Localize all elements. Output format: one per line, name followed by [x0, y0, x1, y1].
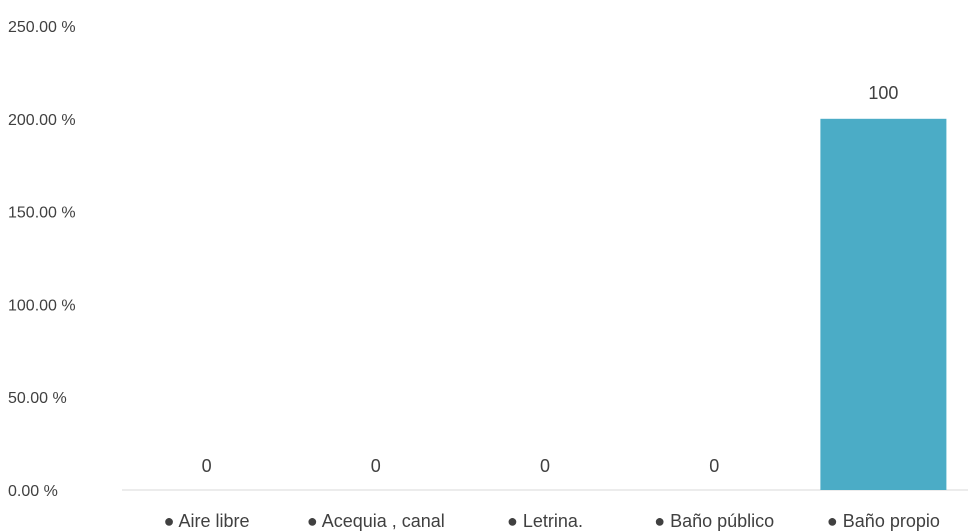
- bars: [820, 118, 947, 491]
- x-tick-label: ● Letrina.: [507, 511, 583, 531]
- y-tick-label: 200.00 %: [8, 112, 76, 129]
- data-label: 0: [709, 456, 719, 476]
- x-axis: ● Aire libre ● Acequia , canal ● Letrina. ●…: [164, 511, 940, 531]
- data-label: 100: [868, 83, 898, 103]
- y-tick-label: 0.00 %: [8, 483, 58, 500]
- x-tick-label: ● Acequia , canal: [307, 511, 445, 531]
- x-tick-label: ● Baño propio: [827, 511, 940, 531]
- data-label: 0: [371, 456, 381, 476]
- data-labels: 0 0 0 0 100: [202, 83, 899, 476]
- x-tick-label: ● Baño público: [654, 511, 774, 531]
- data-label: 0: [202, 456, 212, 476]
- y-tick-label: 250.00 %: [8, 19, 76, 36]
- y-tick-label: 100.00 %: [8, 297, 76, 314]
- y-tick-label: 50.00 %: [8, 390, 67, 407]
- bar: [820, 118, 947, 491]
- y-tick-label: 150.00 %: [8, 205, 76, 222]
- y-axis: 0.00 % 50.00 % 100.00 % 150.00 % 200.00 % 250…: [8, 19, 76, 500]
- x-tick-label: ● Aire libre: [164, 511, 250, 531]
- data-label: 0: [540, 456, 550, 476]
